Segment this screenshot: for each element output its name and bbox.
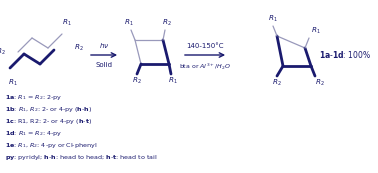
Text: $R_1$: $R_1$ [268,14,278,24]
Text: $R_1$: $R_1$ [62,18,72,28]
Text: $\mathbf{1a}$: $R_1$ = $R_2$: 2-py: $\mathbf{1a}$: $R_1$ = $R_2$: 2-py [5,93,62,102]
Text: $h\nu$: $h\nu$ [99,41,109,50]
Text: $R_1$: $R_1$ [311,26,321,36]
Text: $R_2$: $R_2$ [132,76,142,86]
Text: $\mathbf{py}$: pyridyl; $\mathbf{h}$-$\mathbf{h}$: head to head; $\mathbf{h}$-$\: $\mathbf{py}$: pyridyl; $\mathbf{h}$-$\m… [5,153,158,162]
Text: $R_2$: $R_2$ [162,18,172,28]
Text: Solid: Solid [96,62,113,68]
Text: $R_1$: $R_1$ [168,76,178,86]
Text: $R_2$: $R_2$ [315,78,325,88]
Text: $R_1$: $R_1$ [8,78,18,88]
Text: $R_2$: $R_2$ [74,43,84,53]
Text: $\mathbf{1d}$: $R_1$ = $R_2$: 4-py: $\mathbf{1d}$: $R_1$ = $R_2$: 4-py [5,129,63,138]
Text: $R_2$: $R_2$ [272,78,282,88]
Text: 140-150°C: 140-150°C [186,43,224,49]
Text: $R_2$: $R_2$ [0,47,6,57]
Text: $\mathbf{1b}$: $R_1$, $R_2$: 2- or 4-py ($\mathbf{h}$-$\mathbf{h}$): $\mathbf{1b}$: $R_1$, $R_2$: 2- or 4-py … [5,105,92,114]
Text: $\mathbf{1a}$-$\mathbf{1d}$: 100%: $\mathbf{1a}$-$\mathbf{1d}$: 100% [319,49,371,61]
Text: $\mathbf{1e}$: $R_1$, $R_2$: 4-py or Cl-phenyl: $\mathbf{1e}$: $R_1$, $R_2$: 4-py or Cl-… [5,141,97,150]
Text: $\mathbf{1c}$: R1, R2: 2- or 4-py ($\mathbf{h}$-$\mathbf{t}$): $\mathbf{1c}$: R1, R2: 2- or 4-py ($\mat… [5,117,92,126]
Text: $R_1$: $R_1$ [124,18,134,28]
Text: bta or $\mathit{Al}^{3+}/H_2O$: bta or $\mathit{Al}^{3+}/H_2O$ [179,62,231,72]
